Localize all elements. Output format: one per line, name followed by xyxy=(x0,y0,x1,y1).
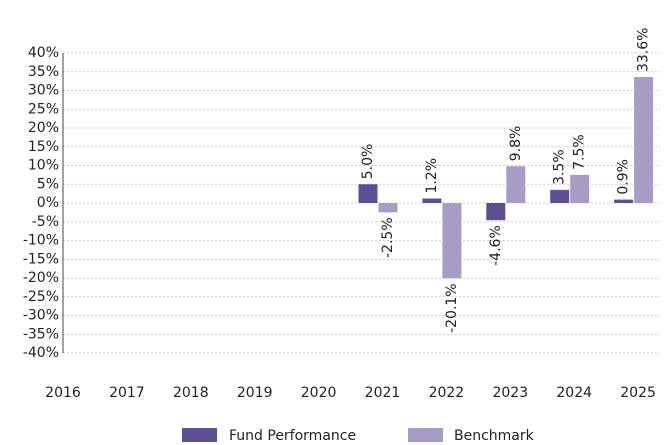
y-tick-label: -30% xyxy=(23,308,59,324)
y-tick-label: -5% xyxy=(32,214,59,230)
value-label: -4.6% xyxy=(488,225,504,266)
x-tick-label: 2022 xyxy=(429,385,465,401)
y-tick-label: -35% xyxy=(23,326,59,342)
value-label: -20.1% xyxy=(444,283,460,333)
value-label: 3.5% xyxy=(552,149,568,185)
bar xyxy=(422,198,442,203)
bar xyxy=(506,166,526,203)
y-tick-label: 40% xyxy=(28,45,59,61)
y-tick-label: 10% xyxy=(28,158,59,174)
value-label: 9.8% xyxy=(508,126,524,162)
y-tick-label: 20% xyxy=(28,120,59,136)
value-label: 5.0% xyxy=(360,144,376,180)
y-tick-label: 25% xyxy=(28,101,59,117)
value-label: 7.5% xyxy=(572,134,588,170)
value-label: -2.5% xyxy=(380,217,396,258)
legend-swatch xyxy=(408,428,443,442)
y-tick-label: 15% xyxy=(28,139,59,155)
y-tick-label: 0% xyxy=(37,195,59,211)
x-tick-label: 2019 xyxy=(237,385,273,401)
bar xyxy=(486,203,506,221)
legend-label: Fund Performance xyxy=(229,428,356,444)
x-tick-label: 2016 xyxy=(45,385,81,401)
y-tick-label: -25% xyxy=(23,289,59,305)
legend-swatch xyxy=(182,428,217,442)
bar xyxy=(634,77,654,203)
bar xyxy=(614,199,634,203)
x-tick-label: 2018 xyxy=(173,385,209,401)
bar xyxy=(570,174,590,203)
value-label: 0.9% xyxy=(616,159,632,195)
value-label: 1.2% xyxy=(424,158,440,194)
y-tick-label: 30% xyxy=(28,83,59,99)
bar xyxy=(550,189,570,203)
bar xyxy=(358,184,378,203)
x-tick-label: 2017 xyxy=(109,385,145,401)
value-label: 33.6% xyxy=(636,28,652,72)
y-tick-label: 5% xyxy=(37,176,59,192)
x-tick-label: 2024 xyxy=(556,385,592,401)
y-tick-label: -10% xyxy=(23,233,59,249)
y-tick-label: -40% xyxy=(23,345,59,361)
legend-label: Benchmark xyxy=(454,428,535,444)
y-tick-label: -20% xyxy=(23,270,59,286)
x-tick-label: 2023 xyxy=(492,385,528,401)
x-tick-label: 2025 xyxy=(620,385,656,401)
y-tick-label: -15% xyxy=(23,251,59,267)
y-tick-label: 35% xyxy=(28,64,59,80)
bar xyxy=(442,203,462,279)
x-tick-label: 2020 xyxy=(301,385,337,401)
x-tick-label: 2021 xyxy=(365,385,401,401)
bar xyxy=(378,203,398,213)
